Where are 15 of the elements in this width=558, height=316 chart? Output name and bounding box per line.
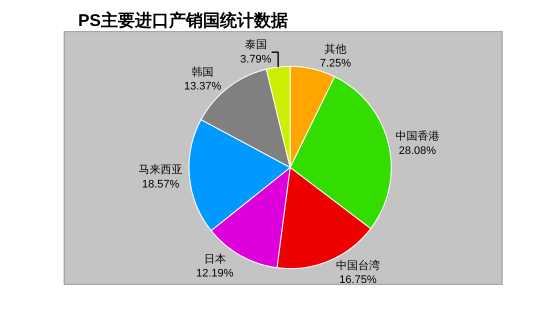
- slice-label: 中国香港: [395, 130, 440, 143]
- slice-label: 中国台湾: [336, 258, 380, 272]
- data-label: 13.37%: [184, 80, 222, 93]
- slice-label: 韩国: [192, 65, 214, 78]
- data-label: 3.79%: [240, 53, 272, 66]
- data-label: 18.57%: [142, 178, 180, 190]
- data-label: 16.75%: [339, 274, 377, 286]
- data-label: 28.08%: [398, 145, 436, 158]
- slice-label: 其他: [324, 42, 346, 56]
- slice-label: 泰国: [244, 38, 267, 51]
- data-label: 7.25%: [320, 58, 352, 70]
- slice-label: 马来西亚: [138, 163, 183, 176]
- chart-title: PS主要进口产销国统计数据: [78, 11, 288, 30]
- slice-label: 日本: [204, 252, 226, 266]
- data-label: 12.19%: [196, 268, 234, 280]
